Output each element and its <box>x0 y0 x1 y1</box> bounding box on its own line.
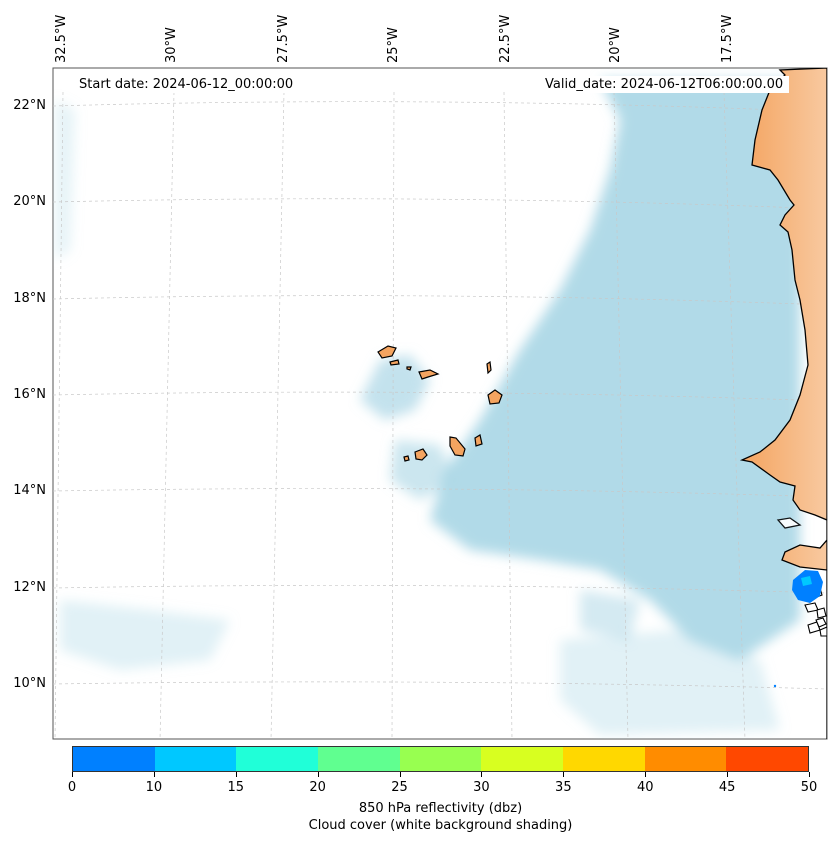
colorbar-tick-mark <box>481 772 483 777</box>
island-sao-vicente <box>389 359 400 366</box>
colorbar-tick-mark <box>809 772 810 777</box>
colorbar-segment-3 <box>318 747 400 771</box>
island-santiago <box>449 436 466 457</box>
colorbar-tick-label: 30 <box>473 780 490 795</box>
lat-label-14n: 14°N <box>13 483 46 498</box>
island-sal <box>486 360 492 375</box>
lat-label-16n: 16°N <box>13 387 46 402</box>
lat-label-12n: 12°N <box>13 580 46 595</box>
colorbar-tick-label: 45 <box>718 780 736 795</box>
lat-label-20n: 20°N <box>13 194 46 209</box>
lon-label-30w: 30°W <box>164 27 179 63</box>
colorbar-tick-label: 15 <box>227 780 245 795</box>
colorbar-tick-label: 35 <box>555 780 572 795</box>
colorbar-segment-5 <box>481 747 564 771</box>
colorbar-tick-mark <box>317 772 319 777</box>
colorbar-tick-mark <box>235 772 237 777</box>
colorbar-segment-2 <box>236 747 319 771</box>
lon-label-22-5w: 22.5°W <box>498 14 513 63</box>
graticule <box>53 91 827 739</box>
colorbar-segment-0 <box>73 747 155 771</box>
colorbar-segment-6 <box>563 747 645 771</box>
cape-verde-islands <box>377 345 503 462</box>
colorbar-segment-7 <box>644 747 727 771</box>
lon-label-17-5w: 17.5°W <box>720 14 735 63</box>
lon-label-20w: 20°W <box>608 27 623 63</box>
island-boa-vista <box>487 389 503 405</box>
cloud-cover-layer <box>55 80 800 735</box>
valid-date-label: Valid_date: 2024-06-12T06:00:00.00 <box>539 76 790 93</box>
lat-label-10n: 10°N <box>13 676 46 691</box>
africa-land <box>739 68 827 739</box>
colorbar-tick-label: 40 <box>636 780 654 795</box>
island-fogo <box>414 448 428 461</box>
island-sao-nicolau <box>418 369 440 380</box>
island-brava <box>403 455 410 462</box>
colorbar-tick-mark <box>645 772 647 777</box>
colorbar-tick-label: 50 <box>800 780 818 795</box>
reflectivity-cell <box>773 570 823 688</box>
colorbar-tick-mark <box>72 772 73 777</box>
bijagos-islands <box>804 587 827 637</box>
colorbar-tick-label: 0 <box>67 780 77 795</box>
lat-label-18n: 18°N <box>13 291 46 306</box>
colorbar-tick-label: 20 <box>309 780 326 795</box>
lon-label-27-5w: 27.5°W <box>276 14 291 63</box>
colorbar-tick-mark <box>727 772 729 777</box>
island-santa-luzia <box>406 366 412 371</box>
colorbar-tick-label: 10 <box>145 780 163 795</box>
colorbar-tick-mark <box>399 772 401 777</box>
island-maio <box>474 434 483 447</box>
island-santo-antao <box>377 345 397 359</box>
colorbar-segment-1 <box>154 747 237 771</box>
lat-label-22n: 22°N <box>13 98 46 113</box>
colorbar-subtitle: Cloud cover (white background shading) <box>308 818 573 833</box>
reflectivity-colorbar <box>72 746 809 772</box>
lon-label-32-5w: 32.5°W <box>54 14 69 63</box>
start-date-label: Start date: 2024-06-12_00:00:00 <box>73 76 300 93</box>
colorbar-title: 850 hPa reflectivity (dbz) <box>358 801 523 816</box>
colorbar-segment-8 <box>726 747 809 771</box>
colorbar-tick-mark <box>563 772 565 777</box>
lon-label-25w: 25°W <box>386 27 401 63</box>
colorbar-segment-4 <box>399 747 482 771</box>
colorbar-tick-label: 25 <box>391 780 408 795</box>
colorbar-tick-mark <box>153 772 155 777</box>
